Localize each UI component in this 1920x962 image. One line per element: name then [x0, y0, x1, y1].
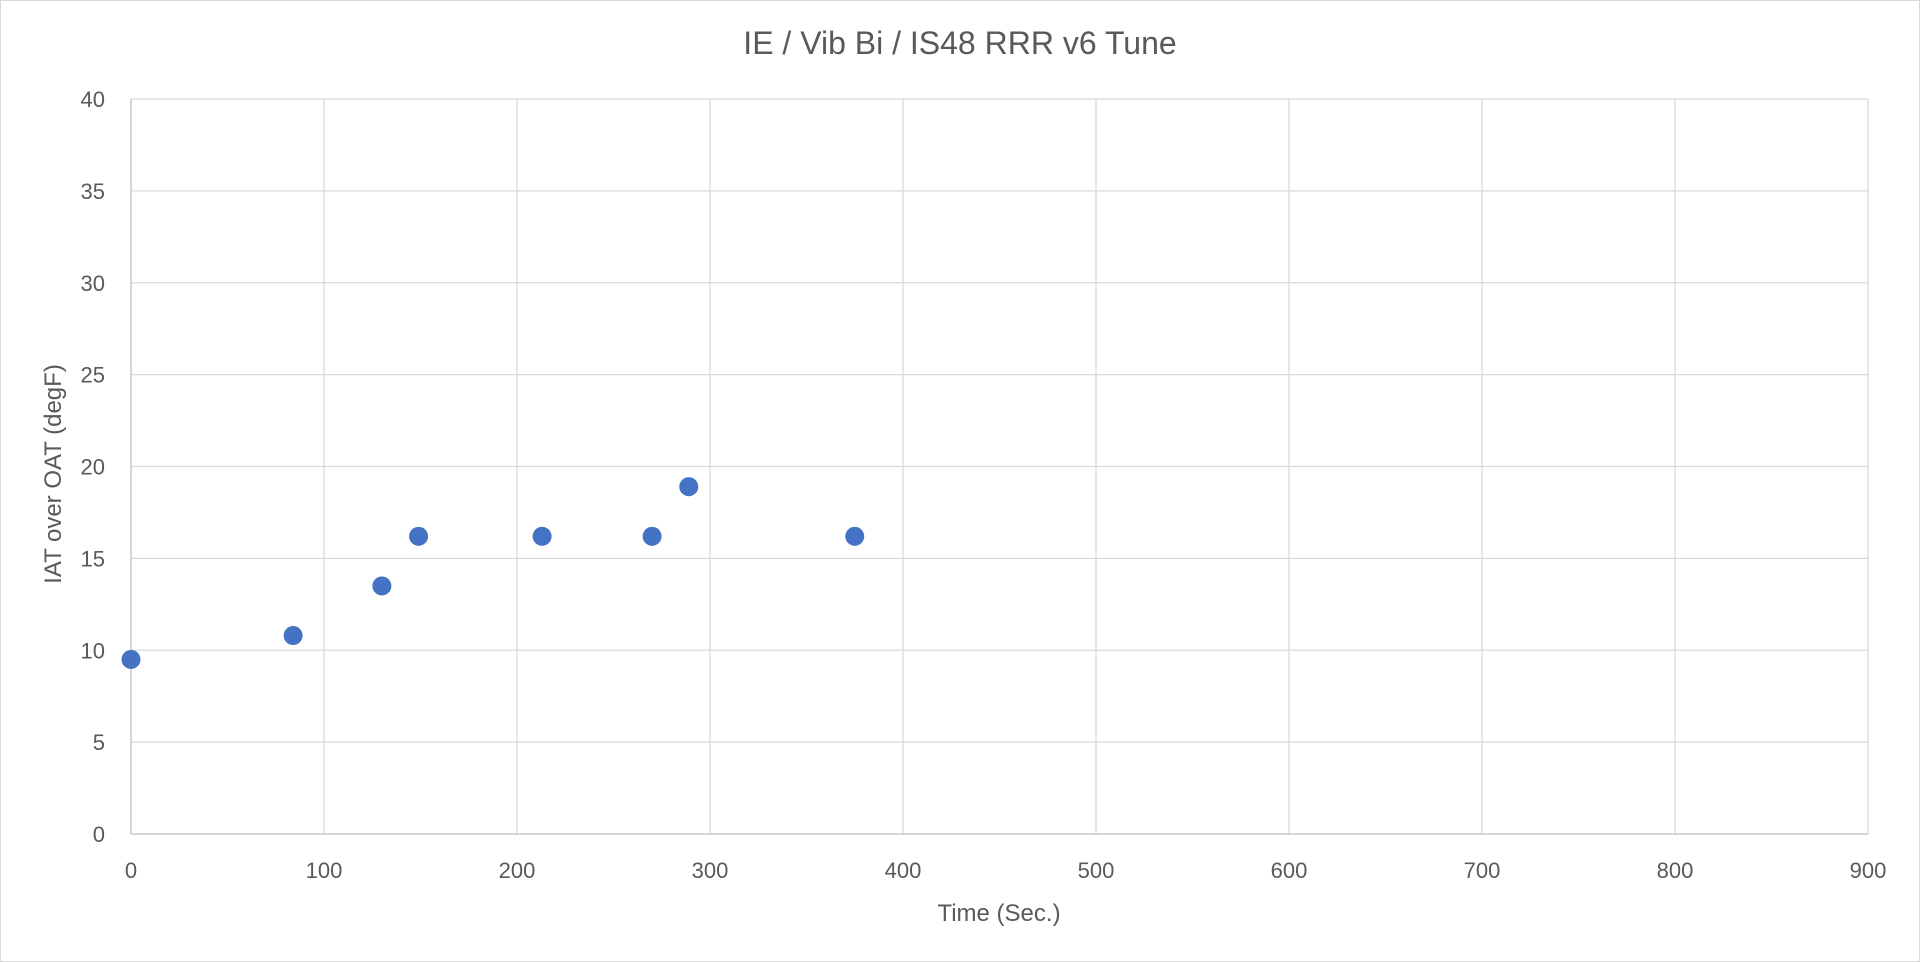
y-tick-label: 35 [81, 179, 105, 204]
y-tick-label: 40 [81, 87, 105, 112]
x-tick-label: 0 [125, 858, 137, 883]
y-axis-title: IAT over OAT (degF) [40, 364, 67, 584]
data-point [679, 477, 699, 497]
x-tick-label: 500 [1078, 858, 1115, 883]
y-tick-label: 15 [81, 546, 105, 571]
x-axis-title: Time (Sec.) [937, 900, 1060, 927]
data-point [532, 526, 552, 546]
data-point [642, 526, 662, 546]
x-tick-label: 300 [692, 858, 729, 883]
x-tick-label: 800 [1657, 858, 1694, 883]
grid-lines [131, 98, 1869, 834]
y-tick-label: 10 [81, 638, 105, 663]
y-tick-label: 30 [81, 271, 105, 296]
data-point [121, 649, 141, 669]
y-tick-label: 25 [81, 363, 105, 388]
x-tick-label: 900 [1850, 858, 1887, 883]
data-point [409, 526, 429, 546]
x-tick-label: 200 [499, 858, 536, 883]
data-points [121, 477, 865, 669]
x-tick-label: 100 [306, 858, 343, 883]
data-point [372, 576, 392, 596]
tick-labels: 0 100 200 300 400 500 600 700 800 900 0 5 10 15 20 25 30… [81, 87, 1887, 883]
x-tick-label: 700 [1464, 858, 1501, 883]
axes [130, 99, 1868, 835]
y-tick-label: 5 [93, 730, 105, 755]
x-tick-label: 600 [1271, 858, 1308, 883]
y-tick-label: 20 [81, 455, 105, 480]
data-point [845, 526, 865, 546]
chart-title: IE / Vib Bi / IS48 RRR v6 Tune [743, 25, 1176, 61]
data-point [283, 626, 303, 646]
x-tick-label: 400 [885, 858, 922, 883]
y-tick-label: 0 [93, 822, 105, 847]
